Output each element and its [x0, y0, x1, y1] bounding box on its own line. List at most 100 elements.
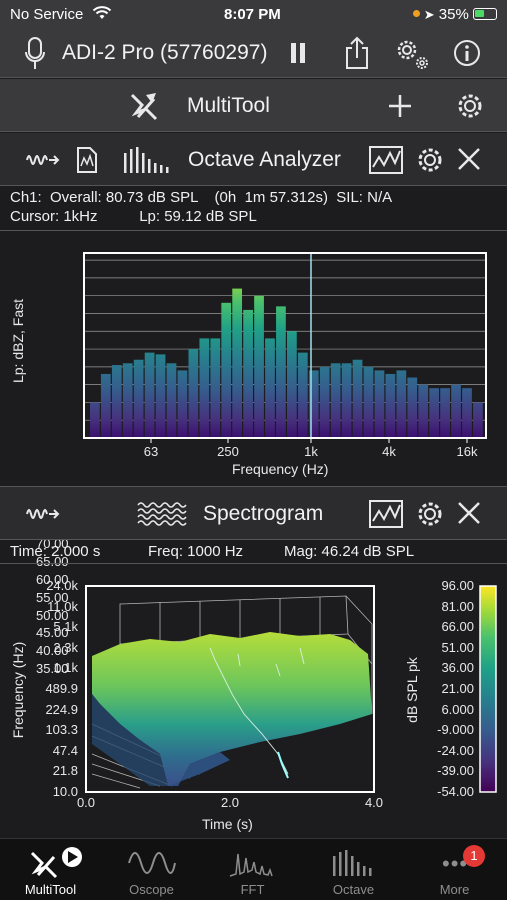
tab-oscope[interactable]: Oscope [101, 839, 202, 900]
spectro-graph-view-icon[interactable] [368, 499, 404, 529]
octave-ytick: 70.00 [36, 536, 69, 552]
multitool-icon[interactable] [128, 89, 162, 123]
colorbar-tick: 51.00 [441, 639, 474, 655]
spectro-xtick: 0.0 [76, 795, 96, 810]
spectro-ytick: 5.1k [53, 619, 78, 635]
gear-icon[interactable] [455, 91, 485, 121]
multitool-tab-icon [30, 847, 82, 879]
octave-bar [177, 370, 188, 438]
octave-bar [210, 338, 221, 438]
spectro-ytick: 21.8 [52, 763, 78, 779]
octave-xtick: 250 [217, 444, 239, 459]
tab-octave-label: Octave [332, 882, 375, 897]
spectrogram-chart[interactable]: Frequency (Hz) Time (s) dB SPL pk 24.0k 1… [0, 564, 507, 838]
octave-ytick: 65.00 [36, 554, 69, 570]
tab-more[interactable]: ••• 1 More [404, 839, 505, 900]
octave-bar [188, 349, 199, 438]
tab-more-label: More [439, 882, 470, 897]
spectro-settings-icon[interactable] [415, 499, 445, 529]
octave-frame [83, 252, 487, 439]
octave-bar [166, 363, 177, 438]
octave-bar [308, 370, 319, 438]
octave-bar [111, 365, 122, 438]
octave-bar [473, 402, 483, 438]
wifi-icon [92, 6, 111, 19]
plus-icon[interactable] [387, 93, 413, 119]
carrier-label: No Service [10, 6, 84, 23]
octave-bar [352, 359, 363, 438]
octave-bar [133, 359, 144, 438]
spectro-ytick: 10.0 [52, 784, 78, 799]
octave-bar [341, 363, 352, 438]
octave-ytick: 40.00 [36, 643, 69, 659]
spectro-xlabel: Time (s) [202, 816, 253, 832]
colorbar-tick: -39.00 [437, 763, 474, 779]
octave-bar [243, 309, 253, 438]
octave-xtick: 1k [304, 444, 318, 459]
spectrogram-header: Spectrogram [0, 487, 507, 540]
octave-bar [396, 370, 407, 438]
spectro-close-icon[interactable] [457, 501, 481, 525]
octave-close-icon[interactable] [457, 147, 481, 171]
octave-bar [232, 288, 243, 438]
tab-oscope-label: Oscope [129, 882, 174, 897]
spectro-info-mag: Mag: 46.24 dB SPL [284, 543, 415, 560]
share-icon[interactable] [343, 36, 371, 70]
spectro-waveform-arrow-icon[interactable] [25, 503, 61, 525]
octave-bar [418, 384, 429, 438]
multitool-bar: MultiTool [0, 79, 507, 132]
octave-bars-icon[interactable] [122, 145, 172, 175]
colorbar-tick: 96.00 [441, 578, 474, 593]
colorbar-tick: -24.00 [437, 742, 474, 758]
spectro-ytick: 1.1k [53, 660, 78, 676]
octave-header: Octave Analyzer [0, 133, 507, 186]
tab-fft[interactable]: FFT [202, 839, 303, 900]
spectro-ytick: 2.3k [53, 639, 78, 655]
octave-bar [407, 377, 418, 438]
octave-ytick: 35.00 [36, 661, 69, 676]
tab-octave[interactable]: Octave [303, 839, 404, 900]
octave-ytick: 45.00 [36, 625, 69, 641]
graph-view-icon[interactable] [368, 145, 404, 175]
octave-settings-icon[interactable] [415, 145, 445, 175]
pause-icon[interactable] [289, 42, 307, 64]
spectro-ytick: 47.4 [52, 742, 78, 758]
octave-xtick: 63 [143, 444, 159, 459]
octave-bar [385, 373, 396, 438]
octave-ylabel: Lp: dBZ, Fast [10, 298, 26, 384]
octave-bar [221, 302, 232, 438]
orange-dot-icon [412, 10, 420, 17]
octave-bar [374, 370, 385, 438]
spectrogram-icon[interactable] [136, 499, 188, 529]
spectrogram-plot[interactable] [0, 564, 507, 838]
spectro-ytick: 11.0k [47, 598, 78, 614]
microphone-icon[interactable] [24, 36, 46, 72]
settings-gears-icon[interactable] [393, 36, 431, 72]
octave-info-line1: Ch1: Overall: 80.73 dB SPL (0h 1m 57.312… [10, 189, 393, 206]
octave-ytick: 50.00 [36, 607, 69, 623]
info-icon[interactable] [453, 39, 481, 67]
tab-multitool[interactable]: MultiTool [0, 839, 101, 900]
octave-bar [330, 363, 341, 438]
octave-bar [122, 363, 133, 438]
clock: 8:07 PM [224, 6, 281, 23]
device-bar: ADI-2 Pro (57760297) [0, 30, 507, 78]
colorbar-tick: -9.000 [437, 722, 474, 738]
colorbar-tick: 36.00 [441, 660, 474, 676]
device-name[interactable]: ADI-2 Pro (57760297) [62, 41, 268, 64]
octave-plot[interactable] [0, 231, 507, 486]
tab-bar: MultiTool Oscope FFT Octave ••• 1 More [0, 838, 507, 900]
octave-bar [287, 331, 297, 438]
octave-chart[interactable]: Lp: dBZ, Fast Frequency (Hz) 85.0080.007… [0, 231, 507, 676]
waveform-arrow-icon[interactable] [25, 149, 61, 171]
spectro-ytick: 489.9 [45, 681, 78, 696]
octave-ytick: 55.00 [36, 589, 69, 605]
octave-bar [144, 352, 155, 438]
octave-xtick: 4k [382, 444, 396, 459]
colorbar-tick: -54.00 [437, 784, 474, 799]
document-chart-icon[interactable] [76, 146, 98, 174]
octave-bar [363, 366, 374, 438]
octave-bar [440, 388, 450, 438]
sine-wave-icon [128, 852, 176, 874]
colorbar-tick: 6.000 [441, 701, 474, 717]
